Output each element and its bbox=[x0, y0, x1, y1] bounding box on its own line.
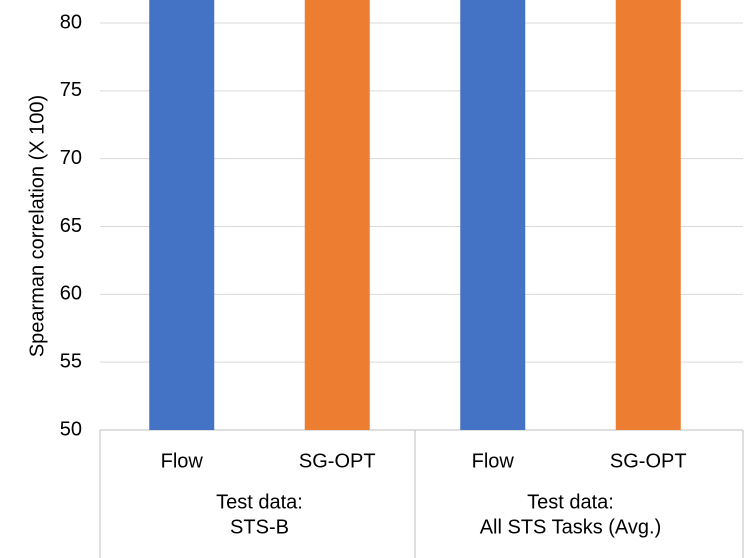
x-tick-label: Flow bbox=[472, 450, 515, 472]
group-label: All STS Tasks (Avg.) bbox=[480, 516, 662, 538]
bar-segment bbox=[304, 0, 370, 430]
y-tick-label: 75 bbox=[60, 79, 82, 101]
y-tick-label: 60 bbox=[60, 283, 82, 305]
x-tick-label: SG-OPT bbox=[299, 450, 376, 472]
x-tick-label: SG-OPT bbox=[610, 450, 687, 472]
group-label: STS-B bbox=[230, 516, 289, 538]
y-tick-label: 50 bbox=[60, 418, 82, 440]
y-tick-label: 65 bbox=[60, 215, 82, 237]
y-tick-label: 70 bbox=[60, 147, 82, 169]
bar-segment bbox=[460, 0, 526, 430]
y-tick-label: 80 bbox=[60, 11, 82, 33]
group-label: Test data: bbox=[216, 491, 303, 513]
group-label: Test data: bbox=[527, 491, 614, 513]
bar-segment bbox=[149, 0, 215, 431]
y-axis-title: Spearman correlation (X 100) bbox=[26, 95, 48, 357]
y-tick-label: 55 bbox=[60, 350, 82, 372]
x-tick-label: Flow bbox=[161, 450, 204, 472]
bar-segment bbox=[615, 0, 681, 430]
